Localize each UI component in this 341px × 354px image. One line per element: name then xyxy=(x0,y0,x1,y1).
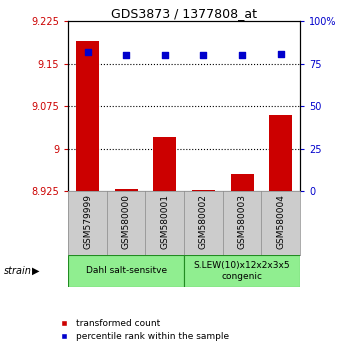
Text: Dahl salt-sensitve: Dahl salt-sensitve xyxy=(86,266,167,275)
Point xyxy=(201,52,206,58)
Text: GSM580001: GSM580001 xyxy=(160,194,169,249)
Point xyxy=(239,52,245,58)
Bar xyxy=(76,41,99,191)
Point xyxy=(162,52,167,58)
Bar xyxy=(153,137,176,191)
Text: GSM580002: GSM580002 xyxy=(199,194,208,249)
Text: GSM580000: GSM580000 xyxy=(122,194,131,249)
Point xyxy=(278,51,283,56)
Text: ▶: ▶ xyxy=(32,266,40,276)
Text: GSM580004: GSM580004 xyxy=(276,194,285,249)
Text: strain: strain xyxy=(3,266,31,276)
Bar xyxy=(231,174,254,191)
Text: GSM580003: GSM580003 xyxy=(238,194,247,249)
Point xyxy=(123,52,129,58)
Title: GDS3873 / 1377808_at: GDS3873 / 1377808_at xyxy=(111,7,257,20)
Bar xyxy=(68,255,184,287)
Bar xyxy=(184,255,300,287)
Point xyxy=(85,49,90,55)
Text: GSM579999: GSM579999 xyxy=(83,194,92,249)
Text: S.LEW(10)x12x2x3x5
congenic: S.LEW(10)x12x2x3x5 congenic xyxy=(194,261,291,280)
Bar xyxy=(115,189,138,191)
Bar xyxy=(192,190,215,191)
Bar xyxy=(269,115,292,191)
Legend: transformed count, percentile rank within the sample: transformed count, percentile rank withi… xyxy=(51,315,232,345)
